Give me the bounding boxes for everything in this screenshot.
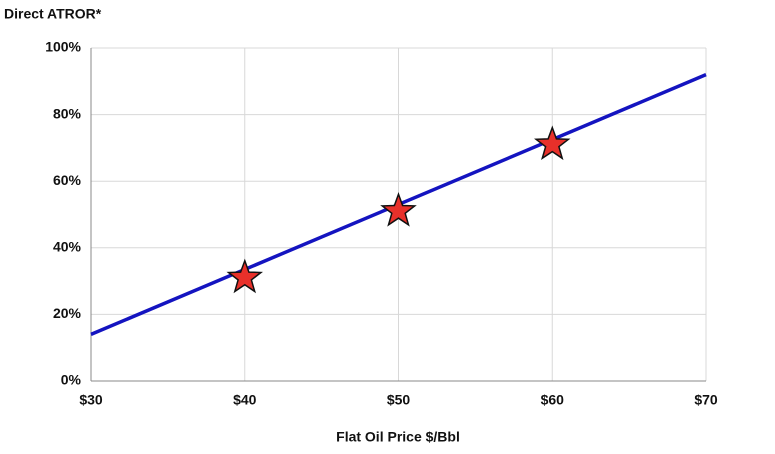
y-axis-title: Direct ATROR* bbox=[4, 6, 102, 22]
x-tick-label: $70 bbox=[694, 392, 718, 408]
star-marker bbox=[380, 192, 417, 227]
x-axis-title: Flat Oil Price $/Bbl bbox=[336, 429, 460, 445]
star-marker bbox=[226, 258, 263, 294]
y-tick-label: 0% bbox=[61, 372, 82, 388]
y-tick-label: 40% bbox=[53, 239, 82, 255]
y-tick-label: 60% bbox=[53, 172, 82, 188]
x-tick-label: $30 bbox=[79, 392, 103, 408]
y-tick-label: 100% bbox=[45, 39, 81, 55]
x-tick-label: $50 bbox=[387, 392, 411, 408]
x-tick-label: $40 bbox=[233, 392, 257, 408]
y-tick-label: 80% bbox=[53, 105, 82, 121]
star-marker bbox=[534, 125, 571, 161]
x-tick-label: $60 bbox=[541, 392, 565, 408]
y-tick-label: 20% bbox=[53, 305, 82, 321]
